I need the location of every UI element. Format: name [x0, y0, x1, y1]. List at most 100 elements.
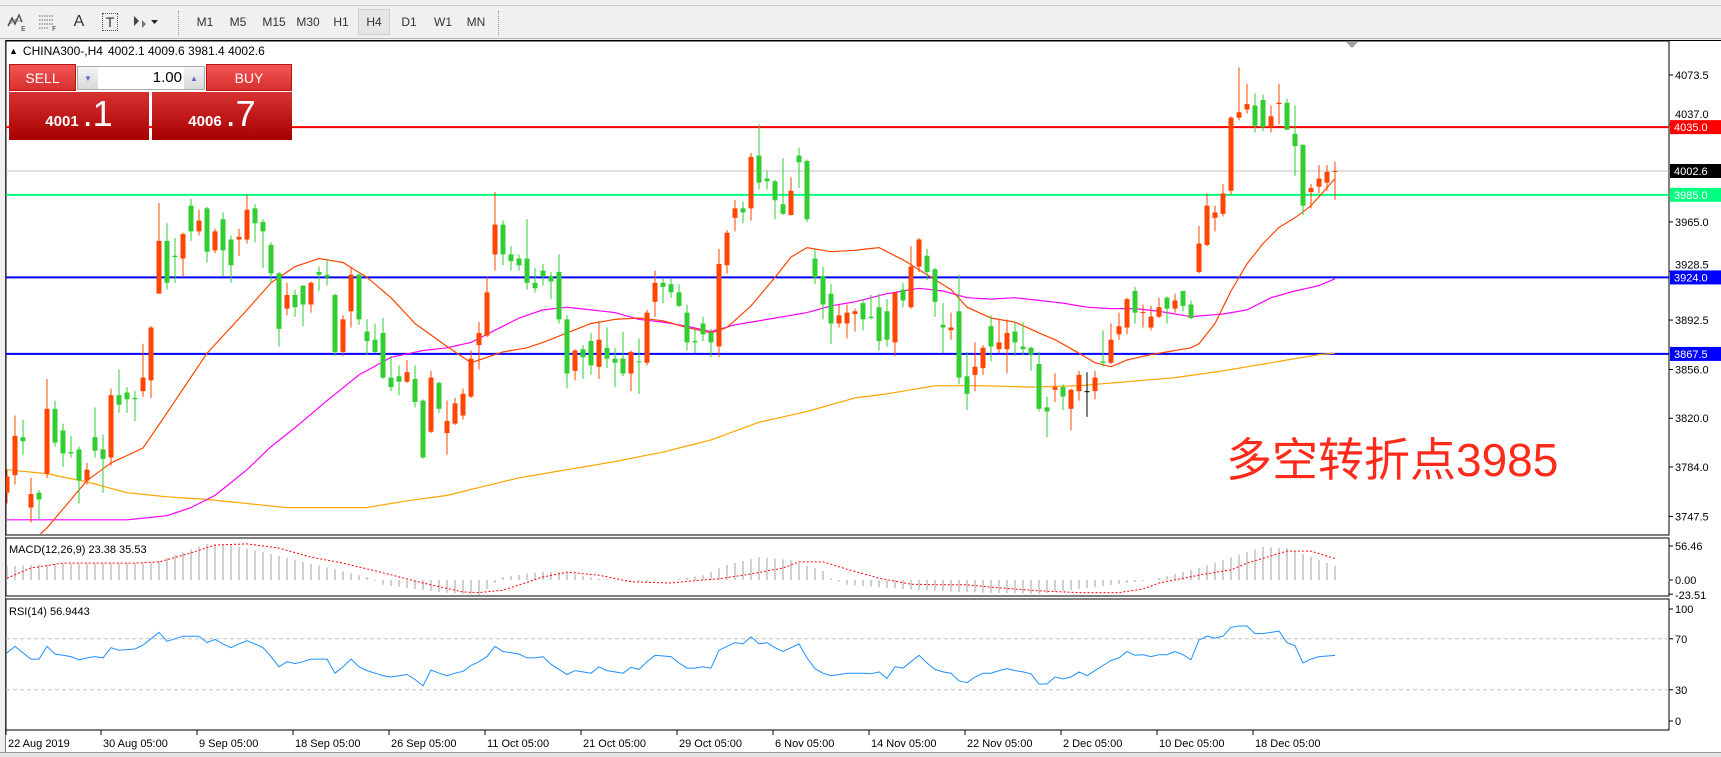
shapes-dropdown-icon[interactable]	[128, 9, 162, 35]
candle[interactable]	[316, 266, 322, 291]
candle[interactable]	[276, 272, 282, 347]
candle[interactable]	[1252, 93, 1258, 133]
candle[interactable]	[1036, 351, 1042, 412]
candle[interactable]	[180, 232, 186, 278]
buy-button[interactable]: BUY	[206, 64, 292, 91]
candle[interactable]	[52, 400, 58, 447]
candle[interactable]	[820, 266, 826, 320]
candle[interactable]	[172, 238, 178, 283]
candle[interactable]	[428, 370, 434, 434]
candle[interactable]	[676, 284, 682, 308]
sell-price[interactable]: 4001 .1	[9, 92, 149, 140]
buy-price[interactable]: 4006 .7	[152, 92, 292, 140]
candle[interactable]	[124, 387, 130, 413]
candle[interactable]	[1180, 290, 1186, 312]
candle[interactable]	[188, 198, 194, 241]
candle[interactable]	[788, 177, 794, 216]
candle[interactable]	[644, 309, 650, 366]
candle[interactable]	[836, 304, 842, 328]
candle[interactable]	[988, 315, 994, 362]
candle[interactable]	[1100, 330, 1106, 367]
candle[interactable]	[100, 434, 106, 493]
candle[interactable]	[284, 282, 290, 316]
candle[interactable]	[772, 179, 778, 220]
chart-shift-marker-icon[interactable]	[1346, 42, 1358, 48]
candle[interactable]	[1300, 144, 1306, 216]
candle[interactable]	[36, 490, 42, 520]
candle[interactable]	[5, 469, 10, 504]
candle[interactable]	[1108, 323, 1114, 365]
candle[interactable]	[396, 365, 402, 396]
candle[interactable]	[1204, 193, 1210, 247]
candle[interactable]	[628, 350, 634, 392]
candle[interactable]	[996, 319, 1002, 354]
candle[interactable]	[436, 381, 442, 413]
candle[interactable]	[724, 230, 730, 274]
candle[interactable]	[308, 281, 314, 313]
candle[interactable]	[260, 219, 266, 268]
candle[interactable]	[1156, 297, 1162, 319]
candle[interactable]	[60, 423, 66, 467]
candle[interactable]	[1196, 225, 1202, 274]
candle[interactable]	[44, 378, 50, 478]
candle[interactable]	[708, 328, 714, 358]
candle[interactable]	[980, 345, 986, 375]
candle[interactable]	[596, 322, 602, 379]
candle[interactable]	[1164, 296, 1170, 324]
candle[interactable]	[556, 254, 562, 324]
candle[interactable]	[660, 278, 666, 304]
candle[interactable]	[1068, 388, 1074, 431]
candle[interactable]	[1004, 319, 1010, 374]
candle[interactable]	[300, 285, 306, 327]
candle[interactable]	[156, 202, 162, 294]
candle[interactable]	[164, 223, 170, 290]
candle[interactable]	[812, 248, 818, 285]
candle[interactable]	[228, 235, 234, 283]
candle[interactable]	[684, 304, 690, 351]
candle[interactable]	[1220, 183, 1226, 217]
candle[interactable]	[1332, 161, 1338, 200]
candle[interactable]	[580, 345, 586, 379]
candle[interactable]	[404, 360, 410, 384]
candle[interactable]	[548, 272, 554, 300]
candle[interactable]	[540, 263, 546, 286]
candle[interactable]	[1284, 98, 1290, 130]
candle[interactable]	[1052, 373, 1058, 402]
candle[interactable]	[524, 219, 530, 290]
candle[interactable]	[1244, 83, 1250, 114]
candle[interactable]	[68, 435, 74, 458]
candle[interactable]	[804, 159, 810, 222]
candle[interactable]	[1308, 183, 1314, 209]
volume-stepper[interactable]: ▼ 1.00 ▲	[77, 66, 205, 90]
period-w1[interactable]: W1	[434, 15, 452, 29]
candle[interactable]	[252, 204, 258, 243]
candle[interactable]	[1148, 305, 1154, 331]
candle[interactable]	[692, 328, 698, 354]
candle[interactable]	[372, 323, 378, 354]
candle[interactable]	[1116, 312, 1122, 340]
volume-up-arrow-icon[interactable]: ▲	[184, 67, 204, 89]
candle[interactable]	[1132, 286, 1138, 324]
candle[interactable]	[756, 124, 762, 190]
candle[interactable]	[516, 254, 522, 271]
candle[interactable]	[1188, 300, 1194, 320]
candle[interactable]	[668, 278, 674, 298]
candle[interactable]	[492, 192, 498, 271]
candle[interactable]	[1044, 396, 1050, 438]
period-d1[interactable]: D1	[401, 15, 417, 29]
candle[interactable]	[884, 299, 890, 347]
period-m15[interactable]: M15	[262, 15, 286, 29]
candle[interactable]	[956, 274, 962, 385]
candle[interactable]	[532, 267, 538, 293]
period-m30[interactable]: M30	[296, 15, 320, 29]
candle[interactable]	[924, 248, 930, 281]
candle[interactable]	[148, 326, 154, 398]
candle[interactable]	[420, 399, 426, 459]
period-h4[interactable]: H4	[358, 9, 390, 35]
candle[interactable]	[348, 266, 354, 328]
candle[interactable]	[1140, 304, 1146, 328]
candle[interactable]	[748, 152, 754, 221]
candle[interactable]	[716, 248, 722, 358]
candle[interactable]	[1212, 205, 1218, 232]
period-h1[interactable]: H1	[333, 15, 349, 29]
